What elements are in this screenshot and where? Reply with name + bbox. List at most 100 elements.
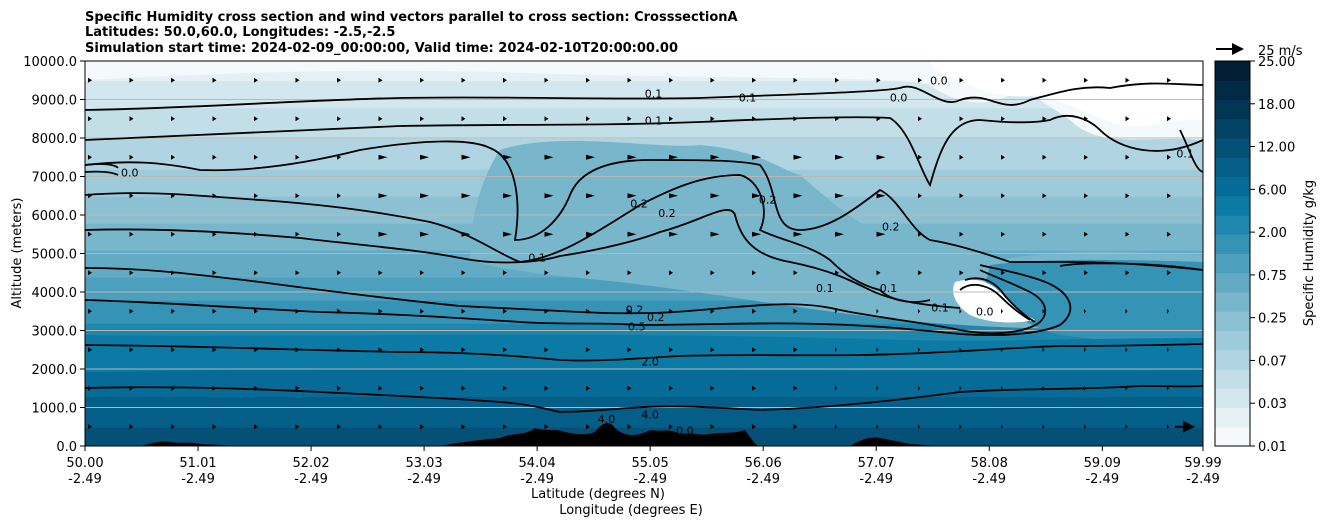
x-tick-label-lat: 58.08 xyxy=(971,456,1008,471)
wind-vector xyxy=(129,231,134,237)
x-tick-label-lon: -2.49 xyxy=(181,472,215,487)
wind-vector xyxy=(295,154,300,160)
x-tick-label-lat: 54.04 xyxy=(519,456,556,471)
wind-vector xyxy=(461,385,466,391)
wind-vector xyxy=(254,347,258,353)
wind-vector xyxy=(752,308,756,314)
wind-vector xyxy=(461,116,466,122)
colorbar xyxy=(1215,61,1250,447)
wind-vector xyxy=(710,116,715,122)
colorbar-swatch xyxy=(1215,253,1250,274)
wind-vector xyxy=(752,424,756,430)
wind-vector xyxy=(876,231,886,237)
wind-vector xyxy=(793,385,798,391)
wind-vector xyxy=(669,385,673,391)
colorbar-tick-label: 2.00 xyxy=(1258,226,1287,241)
wind-vector xyxy=(959,347,962,353)
wind-vector xyxy=(669,154,678,160)
contour-label: 4.0 xyxy=(598,413,616,426)
wind-vector xyxy=(627,193,637,199)
wind-vector xyxy=(171,231,175,237)
wind-vector xyxy=(586,347,590,353)
contour-label: 0.0 xyxy=(890,92,908,105)
wind-vector xyxy=(212,308,217,314)
wind-vector xyxy=(337,385,341,391)
wind-vector xyxy=(544,424,549,430)
wind-vector xyxy=(544,231,554,237)
wind-vector xyxy=(752,116,756,122)
wind-vector xyxy=(586,231,595,237)
colorbar-swatch xyxy=(1215,369,1250,389)
wind-vector xyxy=(1001,270,1005,276)
wind-vector xyxy=(752,385,756,391)
wind-vector xyxy=(254,424,258,430)
wind-vector xyxy=(1125,77,1130,83)
wind-vector xyxy=(254,77,258,83)
colorbar-swatch xyxy=(1215,138,1250,158)
wind-vector xyxy=(835,154,844,160)
wind-vector xyxy=(1125,154,1130,160)
wind-vector xyxy=(378,270,383,276)
wind-vector xyxy=(88,231,92,237)
wind-vector xyxy=(669,116,673,122)
wind-vector xyxy=(918,193,922,199)
y-tick-label: 9000.0 xyxy=(32,94,78,109)
x-tick-label-lat: 52.02 xyxy=(292,456,329,471)
wind-vector xyxy=(212,270,217,276)
wind-vector xyxy=(337,116,341,122)
wind-vector xyxy=(959,77,964,83)
wind-vector xyxy=(254,308,258,314)
wind-vector xyxy=(1001,154,1005,160)
wind-vector xyxy=(627,231,637,237)
contour-labels: 0.10.10.10.00.00.00.10.20.20.20.20.10.1 0… xyxy=(121,74,1194,437)
wind-vector xyxy=(420,270,424,276)
wind-vector xyxy=(378,347,383,353)
wind-vector xyxy=(171,193,175,199)
wind-vector xyxy=(1125,116,1130,122)
wind-vector xyxy=(420,308,424,314)
colorbar-label: Specific Humidity g/kg xyxy=(1302,180,1317,326)
y-axis-label: Altitude (meters) xyxy=(10,198,25,309)
wind-vector xyxy=(710,385,715,391)
wind-vector xyxy=(793,270,798,276)
wind-vector xyxy=(586,270,590,276)
x-tick-label-lon: -2.49 xyxy=(633,472,667,487)
wind-vector xyxy=(1084,154,1088,160)
wind-vector xyxy=(835,347,837,353)
wind-vector xyxy=(544,154,554,160)
wind-vector xyxy=(586,154,595,160)
wind-vector xyxy=(461,270,466,276)
wind-vector xyxy=(503,116,507,122)
wind-vector xyxy=(918,385,920,391)
wind-vector xyxy=(1001,77,1005,83)
wind-vector xyxy=(586,308,590,314)
wind-vector xyxy=(129,116,134,122)
y-tick-label: 8000.0 xyxy=(32,132,78,147)
wind-vector xyxy=(1167,193,1171,199)
wind-vector xyxy=(793,193,803,199)
x-tick-label-lat: 56.06 xyxy=(745,456,782,471)
moist-region-surface xyxy=(85,334,1203,372)
wind-vector xyxy=(959,270,964,276)
contour-label: 0.1 xyxy=(739,92,757,105)
contour-label: 0.2 xyxy=(630,197,648,210)
x-axis-label-latitude: Latitude (degrees N) xyxy=(531,487,665,502)
wind-vector xyxy=(88,347,92,353)
wind-vector xyxy=(1167,116,1171,122)
wind-vector xyxy=(710,308,715,314)
wind-vector xyxy=(959,231,964,237)
wind-vector xyxy=(793,116,798,122)
wind-vector xyxy=(710,424,715,430)
x-tick-label-lat: 51.01 xyxy=(179,456,216,471)
wind-vector xyxy=(669,308,673,314)
x-tick-label-lat: 59.99 xyxy=(1184,456,1221,471)
wind-vector xyxy=(1042,308,1045,314)
wind-vector xyxy=(461,424,466,430)
wind-vector xyxy=(1042,347,1045,353)
colorbar-tick-label: 18.00 xyxy=(1258,98,1295,113)
wind-vector xyxy=(420,154,429,160)
wind-vector xyxy=(710,193,720,199)
humidity-band xyxy=(85,395,1203,428)
wind-vector xyxy=(171,424,175,430)
